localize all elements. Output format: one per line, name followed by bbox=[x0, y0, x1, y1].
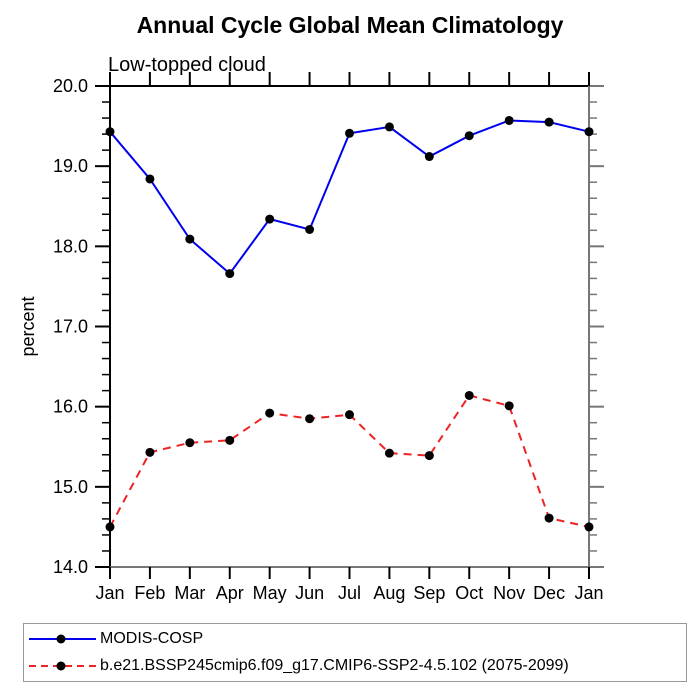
svg-text:Dec: Dec bbox=[533, 583, 565, 603]
svg-text:May: May bbox=[253, 583, 287, 603]
svg-text:Jan: Jan bbox=[574, 583, 603, 603]
svg-text:Feb: Feb bbox=[134, 583, 165, 603]
svg-text:Sep: Sep bbox=[413, 583, 445, 603]
svg-text:percent: percent bbox=[18, 296, 38, 356]
chart-title: Annual Cycle Global Mean Climatology bbox=[136, 12, 564, 38]
svg-text:16.0: 16.0 bbox=[53, 397, 88, 417]
svg-text:19.0: 19.0 bbox=[53, 156, 88, 176]
svg-text:Jul: Jul bbox=[338, 583, 361, 603]
svg-text:15.0: 15.0 bbox=[53, 477, 88, 497]
legend-label-modis: MODIS-COSP bbox=[100, 630, 204, 648]
svg-text:Aug: Aug bbox=[373, 583, 405, 603]
svg-text:18.0: 18.0 bbox=[53, 236, 88, 256]
legend-line-sample-model bbox=[29, 661, 96, 671]
svg-text:Mar: Mar bbox=[174, 583, 205, 603]
svg-text:14.0: 14.0 bbox=[53, 557, 88, 577]
chart-subtitle: Low-topped cloud bbox=[108, 54, 266, 76]
svg-text:17.0: 17.0 bbox=[53, 317, 88, 337]
legend-box: MODIS-COSP b.e21.BSSP245cmip6.f09_g17.CM… bbox=[23, 623, 687, 682]
svg-text:Oct: Oct bbox=[455, 583, 483, 603]
svg-text:Jun: Jun bbox=[295, 583, 324, 603]
legend-line-sample-modis bbox=[29, 634, 96, 644]
svg-text:20.0: 20.0 bbox=[53, 76, 88, 96]
legend-item-modis-cosp: MODIS-COSP bbox=[29, 626, 686, 652]
svg-text:Nov: Nov bbox=[493, 583, 525, 603]
svg-text:Apr: Apr bbox=[216, 583, 244, 603]
legend-item-model-run: b.e21.BSSP245cmip6.f09_g17.CMIP6-SSP2-4.… bbox=[29, 653, 686, 679]
legend-label-model: b.e21.BSSP245cmip6.f09_g17.CMIP6-SSP2-4.… bbox=[100, 656, 569, 674]
svg-text:Jan: Jan bbox=[95, 583, 124, 603]
